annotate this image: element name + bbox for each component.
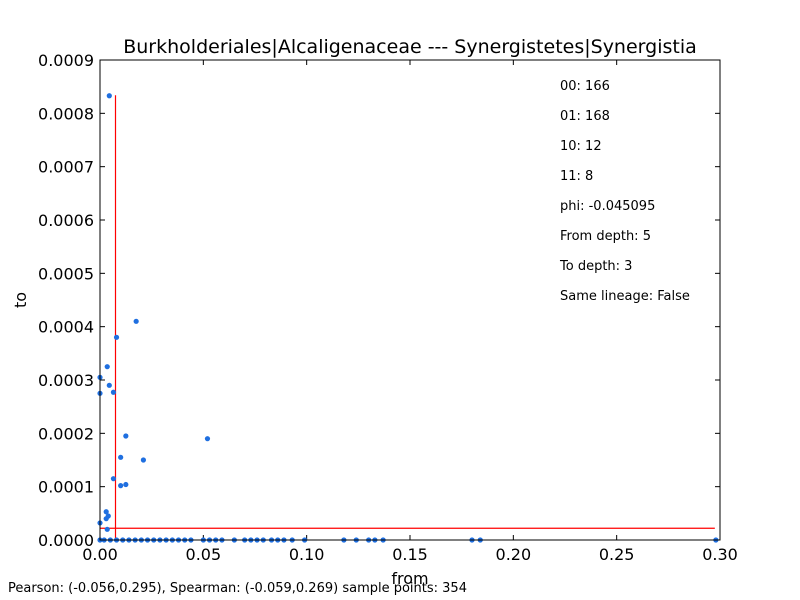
data-point (113, 334, 120, 340)
data-point (133, 318, 139, 324)
stats-footer: Pearson: (-0.056,0.295), Spearman: (-0.0… (8, 581, 467, 596)
data-point (103, 516, 109, 522)
y-tick-label: 0.0000 (38, 531, 94, 550)
x-tick-label: 0.00 (82, 545, 118, 564)
y-tick-label: 0.0002 (38, 424, 94, 443)
data-point (140, 457, 146, 463)
x-tick-label: 0.05 (186, 545, 222, 564)
data-point (103, 509, 109, 515)
x-tick-label: 0.20 (496, 545, 532, 564)
annotation-text: 01: 168 (560, 109, 610, 124)
y-tick-label: 0.0007 (38, 158, 94, 177)
data-point (106, 93, 112, 99)
data-point (104, 526, 110, 532)
y-tick-label: 0.0001 (38, 478, 94, 497)
annotation-text: From depth: 5 (560, 229, 651, 244)
annotation-text: 10: 12 (560, 139, 602, 154)
annotation-text: phi: -0.045095 (560, 199, 655, 214)
data-point (123, 481, 129, 488)
y-axis-label: to (11, 292, 30, 308)
x-tick-label: 0.10 (289, 545, 325, 564)
y-tick-label: 0.0005 (38, 264, 94, 283)
y-tick-label: 0.0004 (38, 318, 94, 337)
x-tick-label: 0.15 (392, 545, 428, 564)
y-tick-label: 0.0008 (38, 104, 94, 123)
data-point (204, 436, 211, 442)
data-point (106, 382, 112, 388)
data-point (118, 483, 124, 489)
data-point (118, 454, 124, 460)
annotation-text: Same lineage: False (560, 289, 690, 304)
data-point (104, 364, 110, 370)
data-point (123, 433, 129, 439)
plot-frame (99, 59, 721, 541)
annotation-text: 00: 166 (560, 79, 610, 94)
annotation-text: To depth: 3 (559, 259, 632, 274)
x-tick-label: 0.25 (599, 545, 635, 564)
plot-area: 0.0000 0.0001 0.0002 0.0003 0.0004 0.0005 0.00… (38, 51, 738, 564)
x-axis-label: from (391, 569, 428, 588)
chart-title: Burkholderiales|Alcaligenaceae --- Syner… (123, 36, 697, 58)
x-tick-label: 0.30 (702, 545, 738, 564)
annotation-text: 11: 8 (560, 169, 593, 184)
data-point (110, 389, 117, 395)
data-point (110, 476, 117, 482)
y-tick-label: 0.0006 (38, 211, 94, 230)
y-tick-label: 0.0003 (38, 371, 94, 390)
y-tick-label: 0.0009 (38, 51, 94, 70)
